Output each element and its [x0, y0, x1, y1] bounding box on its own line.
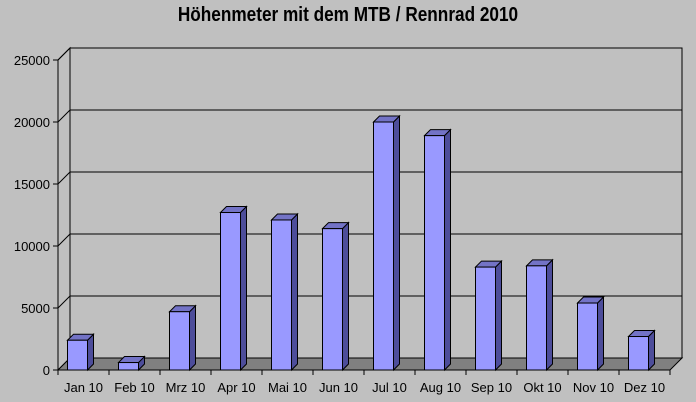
x-tick-label: Aug 10 [420, 380, 461, 395]
bar-side [597, 295, 604, 372]
gridline-side [57, 233, 71, 247]
x-tick-label: Dez 10 [624, 380, 665, 395]
bar-side [240, 205, 247, 372]
bar-apr-10 [219, 205, 248, 372]
gridline-side [57, 109, 71, 123]
bar-side [342, 221, 349, 372]
gridline-side [57, 47, 71, 61]
x-tick-label: Mrz 10 [166, 380, 206, 395]
y-tick-label: 15000 [14, 177, 50, 192]
y-tick-label: 10000 [14, 239, 50, 254]
bar-side [444, 128, 451, 372]
x-tick-label: Okt 10 [523, 380, 561, 395]
bar-front [526, 265, 547, 371]
chart-title: Höhenmeter mit dem MTB / Rennrad 2010 [177, 4, 519, 26]
y-tick-label: 25000 [14, 53, 50, 68]
bar-aug-10 [423, 128, 452, 372]
x-tick-label: Mai 10 [268, 380, 307, 395]
bar-side [546, 258, 553, 372]
side-wall [57, 46, 71, 372]
bar-side [393, 114, 400, 372]
bar-front [628, 336, 649, 371]
bar-side [189, 304, 196, 372]
bar-jan-10 [66, 333, 95, 372]
bar-mrz-10 [168, 304, 197, 372]
bar-mai-10 [270, 212, 299, 372]
gridline-side [57, 171, 71, 185]
y-tick-label: 0 [43, 363, 50, 378]
x-tick-label: Sep 10 [471, 380, 512, 395]
bar-side [495, 259, 502, 372]
bar-okt-10 [525, 258, 554, 372]
y-tick-label: 5000 [21, 301, 50, 316]
bar-nov-10 [576, 295, 605, 372]
bar-dez-10 [627, 329, 656, 372]
x-tick-label: Jul 10 [372, 380, 407, 395]
x-tick-label: Apr 10 [217, 380, 255, 395]
gridline-side [57, 295, 71, 309]
bar-sep-10 [474, 259, 503, 372]
bar-side [291, 212, 298, 372]
bar-front [373, 121, 394, 371]
bar-front [424, 135, 445, 371]
bar-front [577, 302, 598, 371]
bar-jul-10 [372, 114, 401, 372]
bar-front [67, 339, 88, 371]
bar-front [271, 219, 292, 371]
x-tick-label: Jun 10 [319, 380, 358, 395]
y-tick-label: 20000 [14, 115, 50, 130]
x-tick-label: Jan 10 [64, 380, 103, 395]
bar-front [169, 311, 190, 371]
x-tick-label: Feb 10 [114, 380, 154, 395]
bar-jun-10 [321, 221, 350, 372]
bar-side [648, 329, 655, 372]
x-tick-label: Nov 10 [573, 380, 614, 395]
bar-front [322, 228, 343, 371]
bar-front [220, 212, 241, 371]
bar-front [475, 266, 496, 371]
bar-front [118, 362, 139, 371]
bar-feb-10 [117, 355, 146, 372]
